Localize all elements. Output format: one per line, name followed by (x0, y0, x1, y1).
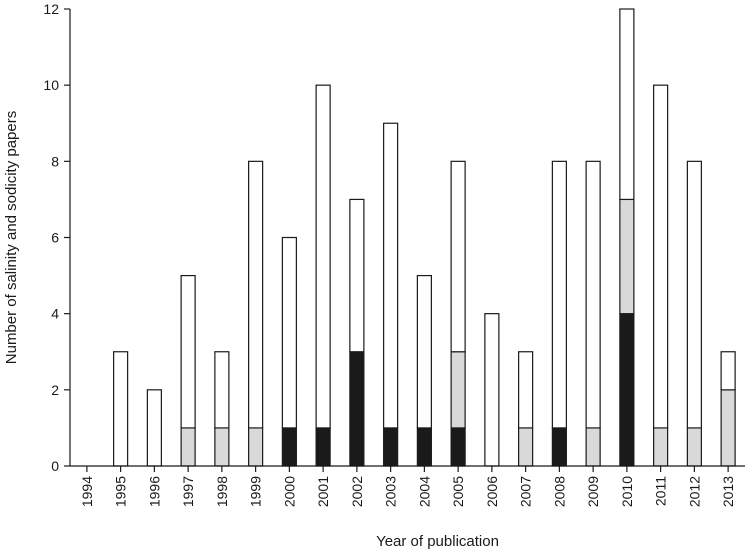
bar-segment-2004-s2 (416, 274, 432, 429)
bar-segment-1998-s2 (214, 351, 230, 429)
bar-segment-2013-s1 (720, 389, 736, 467)
bar-segment-2012-s2 (686, 160, 702, 429)
bar-segment-2007-s2 (518, 351, 534, 429)
bar-segment-2009-s2 (585, 160, 601, 429)
bar-segment-1996-s2 (146, 389, 162, 467)
bar-segment-1999-s1 (248, 427, 264, 467)
bar-segment-2005-s2 (450, 160, 466, 353)
bar-segment-2002-s2 (349, 198, 365, 353)
bar-segment-2006-s2 (484, 313, 500, 467)
bar-segment-1997-s1 (180, 427, 196, 467)
y-tick-label: 8 (51, 153, 59, 169)
bar-segment-2009-s1 (585, 427, 601, 467)
bar-segment-2011-s2 (653, 84, 669, 429)
x-tick-label: 2011 (653, 476, 669, 506)
bar-segment-2011-s1 (653, 427, 669, 467)
x-tick-label: 2010 (619, 476, 635, 507)
bar-segment-2013-s2 (720, 351, 736, 391)
y-tick-label: 10 (43, 77, 59, 93)
bar-segment-2012-s1 (686, 427, 702, 467)
y-tick-label: 2 (51, 382, 59, 398)
bar-segment-1997-s2 (180, 274, 196, 429)
x-tick-label: 2002 (349, 476, 365, 507)
y-tick-label: 0 (51, 458, 59, 474)
y-tick-label: 12 (43, 1, 59, 17)
bar-segment-1999-s2 (248, 160, 264, 429)
bar-segment-2005-s0 (450, 427, 466, 467)
y-tick-label: 4 (51, 306, 59, 322)
bar-segment-2008-s0 (551, 427, 567, 467)
bar-segment-1995-s2 (113, 351, 129, 467)
x-tick-label: 2003 (383, 476, 399, 507)
bar-segment-2010-s0 (619, 313, 635, 467)
bar-segment-2010-s2 (619, 8, 635, 201)
bar-segment-2003-s0 (383, 427, 399, 467)
bar-segment-2002-s0 (349, 351, 365, 467)
y-axis-title: Number of salinity and sodicity papers (3, 111, 20, 364)
x-tick-label: 1994 (79, 476, 95, 507)
plot-area (113, 8, 736, 467)
bar-segment-2003-s2 (383, 122, 399, 429)
bar-segment-2008-s2 (551, 160, 567, 429)
x-tick-label: 2009 (585, 476, 601, 507)
bar-segment-1998-s1 (214, 427, 230, 467)
y-axis-ticks: 0 2 4 6 8 10 12 (43, 1, 70, 474)
x-tick-label: 2004 (416, 476, 432, 507)
x-tick-label: 2008 (551, 476, 567, 507)
x-tick-label: 1998 (214, 476, 230, 507)
bar-segment-2010-s1 (619, 198, 635, 315)
x-tick-label: 2007 (518, 476, 534, 507)
x-tick-label: 2006 (484, 476, 500, 507)
x-tick-label: 2012 (686, 476, 702, 507)
x-tick-label: 2000 (281, 476, 297, 507)
x-tick-label: 2005 (450, 476, 466, 507)
x-tick-label: 2013 (720, 476, 736, 507)
y-tick-label: 6 (51, 230, 59, 246)
x-tick-label: 1999 (248, 476, 264, 507)
bar-segment-2001-s0 (315, 427, 331, 467)
x-axis-title: Year of publication (376, 533, 499, 550)
bar-segment-2000-s2 (281, 236, 297, 429)
x-tick-label: 1996 (146, 476, 162, 507)
bar-segment-2001-s2 (315, 84, 331, 429)
x-tick-label: 1997 (180, 476, 196, 507)
bar-segment-2005-s1 (450, 351, 466, 429)
bar-segment-2007-s1 (518, 427, 534, 467)
bar-segment-2000-s0 (281, 427, 297, 467)
x-tick-label: 2001 (315, 476, 331, 507)
x-tick-label: 1995 (113, 476, 129, 507)
x-axis-ticks: 1994 1995 1996 1997 1998 1999 2000 2001 2002 2003… (79, 466, 736, 507)
bar-segment-2004-s0 (416, 427, 432, 467)
